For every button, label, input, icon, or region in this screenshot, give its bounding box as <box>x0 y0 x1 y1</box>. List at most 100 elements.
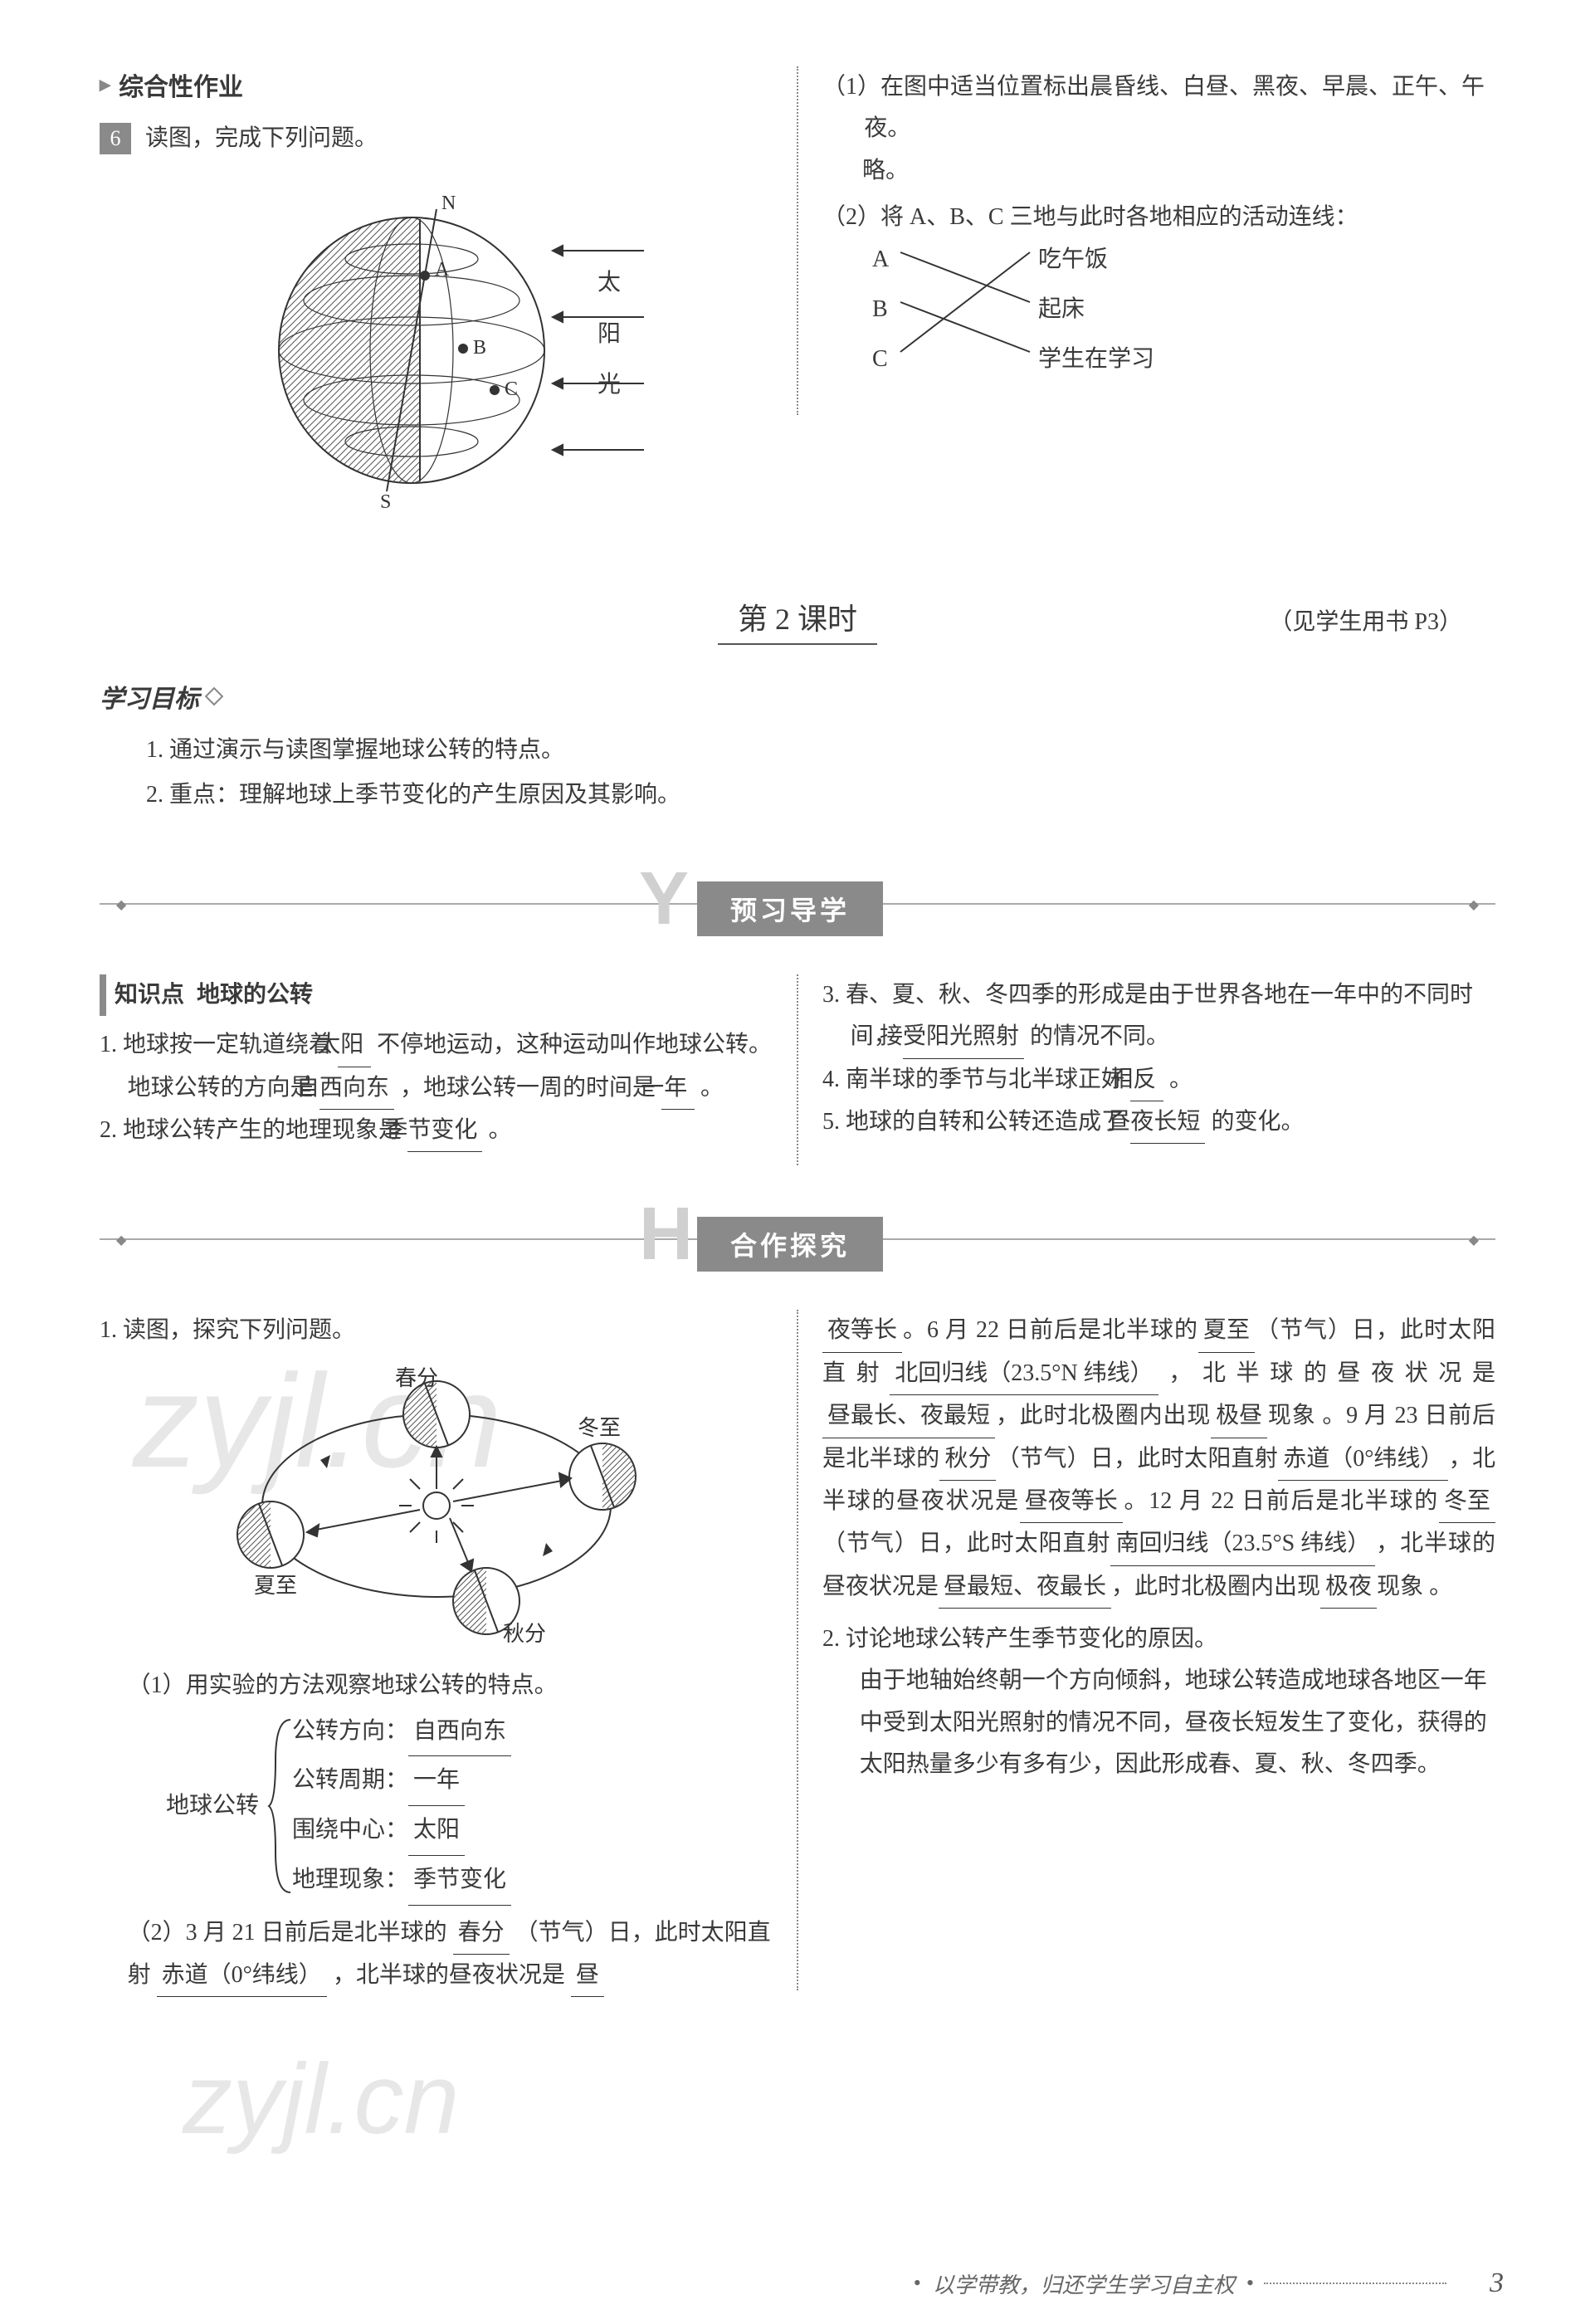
goal-1: 1. 通过演示与读图掌握地球公转的特点。 <box>100 728 1495 772</box>
flow-text-3: ，此时北极圈内出现 <box>995 1403 1211 1428</box>
leaf4-k: 地理现象： <box>292 1867 408 1892</box>
goals-label-text: 学习目标 <box>100 678 199 715</box>
svg-text:B: B <box>473 337 486 359</box>
flow-blank-9: 南回归线（23.5°S 纬线） <box>1110 1523 1375 1565</box>
kp-item-5: 5. 地球的自转和公转还造成了 昼夜长短 的变化。 <box>822 1101 1495 1144</box>
tree-leaves: 公转方向：自西向东 公转周期：一年 围绕中心：太阳 地理现象：季节变化 <box>292 1707 511 1906</box>
flow-text-10: ，此时北极圈内出现 <box>1111 1574 1320 1599</box>
diamond-icon <box>205 687 224 706</box>
label-S: S <box>380 491 391 513</box>
match-lines <box>872 239 1204 380</box>
page-number: 3 <box>1490 2268 1504 2299</box>
col-divider-1 <box>797 66 798 415</box>
explore-sub2: （2）3 月 21 日前后是北半球的 春分 （节气）日，此时太阳直射 赤道（0°… <box>100 1912 773 1998</box>
lesson-ref: （见学生用书 P3） <box>1269 603 1462 637</box>
banner-diamond-1: ◆ <box>1469 896 1479 913</box>
banner-diamond-2b: ◆ <box>116 1232 126 1248</box>
leaf1-v: 自西向东 <box>408 1707 511 1757</box>
banner-text-2: 合作探究 <box>697 1217 883 1272</box>
flow-blank-5: 秋分 <box>939 1438 996 1481</box>
q6-stem: 读图，完成下列问题。 <box>145 125 378 151</box>
banner-text-1: 预习导学 <box>697 881 883 936</box>
explore-q1: 1. 读图，探究下列问题。 <box>100 1310 773 1351</box>
kp1-a1: 太阳 <box>338 1024 371 1067</box>
kp3-post: 的情况不同。 <box>1030 1023 1169 1049</box>
flow-blank-6: 赤道（0°纬线） <box>1278 1438 1448 1481</box>
flow-text-5: （节气）日，此时太阳直射 <box>996 1446 1278 1472</box>
kp-item-2: 2. 地球公转产生的地理现象是 季节变化 。 <box>100 1110 773 1152</box>
banner-letter-Y: Y <box>639 857 689 942</box>
leaf1-k: 公转方向： <box>292 1718 408 1744</box>
goals-label: 学习目标 <box>100 678 221 715</box>
flow-blank-0: 夜等长 <box>822 1310 902 1352</box>
explore-section: 1. 读图，探究下列问题。 <box>100 1310 1495 1997</box>
globe-svg: N S A B C <box>221 176 652 525</box>
globe-figure: N S A B C 太 阳 光 <box>100 176 773 529</box>
kp1-a3: 一年 <box>661 1067 695 1110</box>
footer-motto: 以学带教，归还学生学习自主权 <box>933 2268 1235 2299</box>
explore-right: 夜等长。6 月 22 日前后是北半球的夏至（节气）日，此时太阳直射北回归线（23… <box>822 1310 1495 1997</box>
sub2-a3: 昼 <box>571 1955 604 1997</box>
kp-label: 知识点 <box>100 974 184 1016</box>
q6-right-col: （1）在图中适当位置标出晨昏线、白昼、黑夜、早晨、正午、午夜。 略。 （2）将 … <box>822 66 1495 554</box>
arrow-icon: ▸ <box>100 72 110 97</box>
q6-left-col: ▸ 综合性作业 6 读图，完成下列问题。 <box>100 66 773 554</box>
banner-diamond-1b: ◆ <box>116 896 126 913</box>
col-divider-3 <box>797 1310 798 1990</box>
kp1-pre: 1. 地球按一定轨道绕着 <box>100 1032 332 1057</box>
sun-char-3: 光 <box>598 359 621 411</box>
kp-left: 知识点 地球的公转 1. 地球按一定轨道绕着 太阳 不停地运动，这种运动叫作地球… <box>100 974 773 1153</box>
lesson-title-row: 第 2 课时 （见学生用书 P3） <box>100 595 1495 645</box>
kp4-pre: 4. 南半球的季节与北半球正好 <box>822 1067 1124 1092</box>
section-header: ▸ 综合性作业 <box>100 66 773 103</box>
leaf-3: 围绕中心：太阳 <box>292 1806 511 1856</box>
kp-title: 地球的公转 <box>197 982 313 1008</box>
kp1-m2: ，地球公转一周的时间是 <box>400 1075 656 1101</box>
banner-preview: Y 预习导学 ◆ ◆ <box>100 867 1495 941</box>
leaf4-v: 季节变化 <box>408 1856 511 1906</box>
sub2-a1: 春分 <box>453 1912 510 1955</box>
revolution-tree: 地球公转 公转方向：自西向东 公转周期：一年 围绕中心：太阳 地理现象：季节变化 <box>166 1707 773 1906</box>
flow-blank-4: 极昼 <box>1211 1395 1267 1438</box>
flow-text-11: 现象 。 <box>1377 1574 1452 1599</box>
kp3-a1: 接受阳光照射 <box>903 1016 1024 1058</box>
kp-item-3: 3. 春、夏、秋、冬四季的形成是由于世界各地在一年中的不同时间， 接受阳光照射 … <box>822 974 1495 1059</box>
explore-sub1: （1）用实验的方法观察地球公转的特点。 <box>100 1665 773 1706</box>
leaf-2: 公转周期：一年 <box>292 1756 511 1806</box>
sub2-a2: 赤道（0°纬线） <box>157 1955 327 1997</box>
kp2-pre: 2. 地球公转产生的地理现象是 <box>100 1117 402 1143</box>
q6-sub2: （2）将 A、B、C 三地与此时各地相应的活动连线： <box>822 197 1495 238</box>
banner-diamond-2: ◆ <box>1469 1232 1479 1248</box>
svg-text:秋分: 秋分 <box>503 1622 546 1643</box>
leaf-4: 地理现象：季节变化 <box>292 1856 511 1906</box>
flow-text-7: 。12 月 22 日前后是北半球的 <box>1123 1488 1439 1514</box>
sub2-m2: ，北半球的昼夜状况是 <box>333 1962 565 1988</box>
kp5-pre: 5. 地球的自转和公转还造成了 <box>822 1109 1124 1135</box>
sun-label: 太 阳 光 <box>598 257 621 411</box>
lesson-title: 第 2 课时 <box>718 595 877 645</box>
flow-text-2: ，北半球的昼夜状况是 <box>1158 1360 1495 1386</box>
leaf3-k: 围绕中心： <box>292 1817 408 1843</box>
leaf-1: 公转方向：自西向东 <box>292 1707 511 1757</box>
sub2-pre: （2）3 月 21 日前后是北半球的 <box>128 1920 447 1946</box>
leaf2-v: 一年 <box>408 1756 465 1806</box>
flow-blank-2: 北回归线（23.5°N 纬线） <box>890 1353 1158 1395</box>
flow-blank-11: 极夜 <box>1320 1566 1377 1609</box>
explore-q2: 2. 讨论地球公转产生季节变化的原因。 <box>822 1618 1495 1660</box>
matching-figure: A B C 吃午饭 起床 学生在学习 <box>872 239 1204 380</box>
footer: • 以学带教，归还学生学习自主权 • 3 <box>91 2268 1504 2299</box>
sun-char-2: 阳 <box>598 309 621 360</box>
flow-blank-10: 昼最短、夜最长 <box>939 1566 1111 1609</box>
kp-item-4: 4. 南半球的季节与北半球正好 相反 。 <box>822 1059 1495 1101</box>
watermark-2: zyjl.cn <box>183 2042 459 2156</box>
banner-letter-H: H <box>639 1192 693 1277</box>
flow-blank-1: 夏至 <box>1198 1310 1255 1352</box>
explore-left: 1. 读图，探究下列问题。 <box>100 1310 773 1997</box>
kp1-a2: 自西向东 <box>319 1067 394 1110</box>
svg-text:冬至: 冬至 <box>578 1416 621 1440</box>
explore-flow: 夜等长。6 月 22 日前后是北半球的夏至（节气）日，此时太阳直射北回归线（23… <box>822 1310 1495 1609</box>
flow-blank-3: 昼最长、夜最短 <box>822 1395 995 1438</box>
kp-item-1: 1. 地球按一定轨道绕着 太阳 不停地运动，这种运动叫作地球公转。地球公转的方向… <box>100 1024 773 1110</box>
explore-q2-ans: 由于地轴始终朝一个方向倾斜，地球公转造成地球各地区一年中受到太阳光照射的情况不同… <box>822 1660 1495 1785</box>
top-section: ▸ 综合性作业 6 读图，完成下列问题。 <box>100 66 1495 554</box>
